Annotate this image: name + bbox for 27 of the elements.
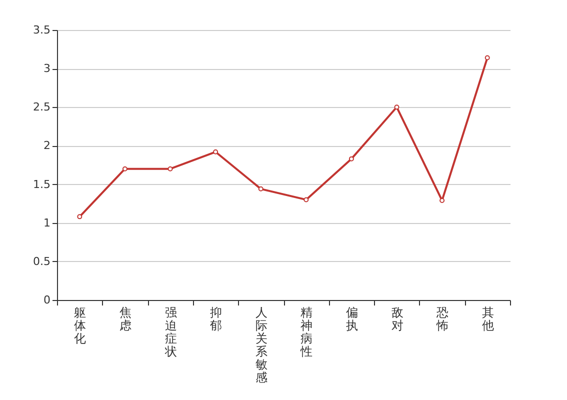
y-tick-label: 0 <box>44 294 50 306</box>
x-tick-label: 精神病性 <box>300 306 313 358</box>
x-tick-label: 恐怖 <box>436 306 449 332</box>
point <box>168 166 173 172</box>
point <box>258 186 264 192</box>
point <box>348 156 354 162</box>
point <box>213 149 218 154</box>
point <box>122 166 128 172</box>
point <box>77 214 82 220</box>
y-tick-label: 1 <box>44 216 50 230</box>
x-tick-label: 偏执 <box>346 306 358 332</box>
x-tick-label: 躯体化 <box>74 306 86 346</box>
point <box>304 197 309 202</box>
x-tick-label: 抑郁 <box>210 306 222 332</box>
y-tick-label: 2 <box>44 139 50 152</box>
y-tick-label: 3 <box>44 62 50 76</box>
x-tick-label: 强迫症状 <box>164 306 177 358</box>
y-tick-label: 0.5 <box>33 254 50 268</box>
x-tick-label: 其他 <box>482 306 494 332</box>
x-tick-label: 焦虑 <box>119 306 132 332</box>
point <box>394 104 400 110</box>
x-tick-label: 敌对 <box>391 306 404 332</box>
x-tick-label: 人际关系敏感 <box>255 306 268 384</box>
y-tick-label: 1.5 <box>33 178 50 191</box>
y-tick-label: 3.5 <box>33 24 50 36</box>
point <box>484 55 490 60</box>
y-tick-label: 2.5 <box>33 100 50 114</box>
